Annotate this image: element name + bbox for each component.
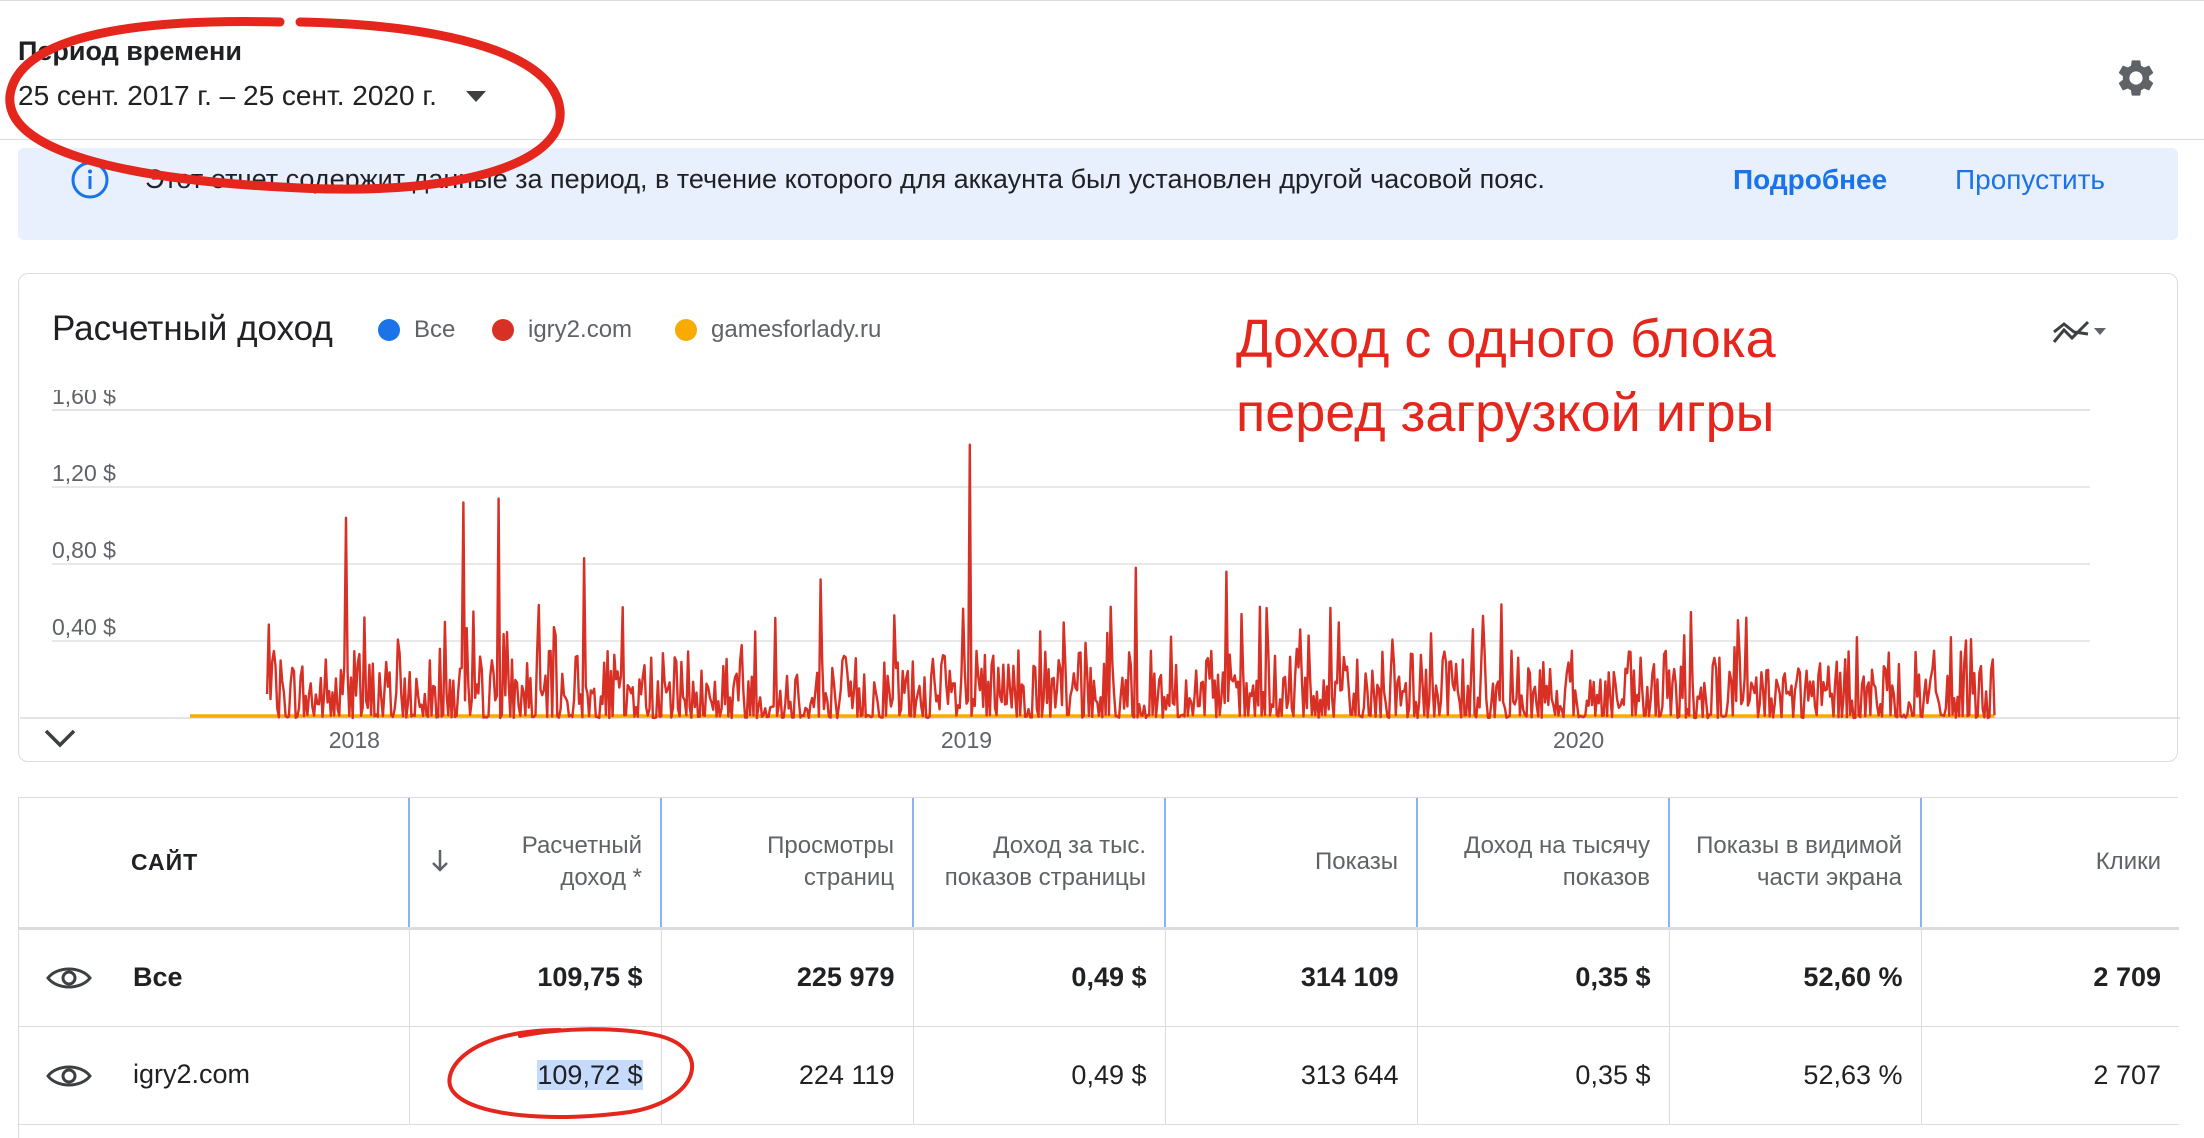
top-bar bbox=[0, 0, 2204, 140]
col-header-clicks[interactable]: Клики bbox=[1920, 798, 2179, 930]
table-row[interactable]: igry2.com 109,72 $ 224 119 0,49 $ 313 64… bbox=[19, 1026, 2179, 1125]
chart-title: Расчетный доход bbox=[52, 309, 333, 348]
pageviews-cell: 224 119 bbox=[660, 1026, 913, 1125]
col-header-impressions[interactable]: Показы bbox=[1164, 798, 1417, 930]
clicks-cell: 2 709 bbox=[1920, 928, 2179, 1027]
period-label: Период времени bbox=[18, 36, 242, 66]
learn-more-link[interactable]: Подробнее bbox=[1733, 164, 1888, 195]
x-tick-label: 2018 bbox=[329, 727, 380, 753]
gear-icon[interactable] bbox=[2114, 56, 2158, 100]
y-tick-label: 1,60 $ bbox=[52, 390, 116, 409]
impressions-cell: 314 109 bbox=[1164, 928, 1417, 1027]
col-header-rpm[interactable]: Доход на тысячу показов bbox=[1416, 798, 1669, 930]
site-name: Все bbox=[133, 961, 183, 992]
sort-arrow-down-icon bbox=[432, 850, 448, 873]
pageviews-cell: 225 979 bbox=[660, 928, 913, 1027]
col-header-site[interactable]: САЙТ bbox=[19, 798, 409, 930]
col-header-revenue[interactable]: Расчетный доход * bbox=[408, 798, 661, 930]
col-header-viewability[interactable]: Показы в видимой части экрана bbox=[1668, 798, 1921, 930]
legend-dot bbox=[378, 319, 400, 341]
legend-label: igry2.com bbox=[528, 316, 633, 343]
revenue-line-chart: 0,40 $ 0,80 $ 1,20 $ 1,60 $ 2018 2019 2020 bbox=[20, 390, 2180, 753]
info-icon bbox=[71, 161, 109, 199]
legend-item-all[interactable]: Все bbox=[378, 316, 455, 344]
series-line-igry2 bbox=[265, 443, 1996, 720]
impressions-cell: 313 644 bbox=[1164, 1026, 1417, 1125]
site-cell: igry2.com bbox=[19, 1026, 409, 1125]
annotation-line-2: перед загрузкой игры bbox=[1236, 383, 1775, 443]
viewability-cell: 52,63 % bbox=[1668, 1026, 1921, 1125]
x-tick-label: 2020 bbox=[1553, 727, 1604, 753]
page-rpm-cell: 0,49 $ bbox=[912, 928, 1165, 1027]
chevron-down-icon[interactable] bbox=[42, 726, 78, 750]
sites-table: САЙТ Расчетный доход * Просмотры страниц… bbox=[18, 797, 2179, 1138]
annotation-line-1: Доход с одного блока bbox=[1236, 309, 1776, 369]
legend-item-igry2[interactable]: igry2.com bbox=[492, 316, 632, 344]
banner-message: Этот отчет содержит данные за период, в … bbox=[145, 164, 1545, 194]
legend-label: gamesforlady.ru bbox=[711, 316, 882, 343]
legend-item-gamesforlady[interactable]: gamesforlady.ru bbox=[675, 316, 881, 344]
highlighted-revenue: 109,72 $ bbox=[537, 1059, 643, 1090]
period-dropdown[interactable]: 25 сент. 2017 г. – 25 сент. 2020 г. bbox=[18, 80, 437, 111]
y-tick-label: 0,40 $ bbox=[52, 614, 116, 640]
table-header-row: САЙТ Расчетный доход * Просмотры страниц… bbox=[19, 798, 2179, 930]
skip-link[interactable]: Пропустить bbox=[1955, 164, 2105, 195]
rpm-cell: 0,35 $ bbox=[1416, 928, 1669, 1027]
x-tick-label: 2019 bbox=[941, 727, 992, 753]
legend-label: Все bbox=[414, 316, 456, 343]
eye-icon[interactable] bbox=[45, 1061, 93, 1091]
y-tick-label: 1,20 $ bbox=[52, 460, 116, 486]
viewability-cell: 52,60 % bbox=[1668, 928, 1921, 1027]
site-cell: Все bbox=[19, 928, 409, 1027]
rpm-cell: 0,35 $ bbox=[1416, 1026, 1669, 1125]
y-tick-label: 0,80 $ bbox=[52, 537, 116, 563]
col-header-pageviews[interactable]: Просмотры страниц bbox=[660, 798, 913, 930]
site-name: igry2.com bbox=[133, 1059, 251, 1090]
legend-dot bbox=[492, 319, 514, 341]
col-header-label: Расчетный доход * bbox=[521, 832, 642, 892]
page-rpm-cell: 0,49 $ bbox=[912, 1026, 1165, 1125]
eye-icon[interactable] bbox=[45, 963, 93, 993]
revenue-cell: 109,75 $ bbox=[408, 928, 661, 1027]
clicks-cell: 2 707 bbox=[1920, 1026, 2179, 1125]
col-header-page-rpm[interactable]: Доход за тыс. показов страницы bbox=[912, 798, 1165, 930]
chart-type-icon[interactable] bbox=[2050, 314, 2110, 350]
table-row[interactable]: Все 109,75 $ 225 979 0,49 $ 314 109 0,35… bbox=[19, 928, 2179, 1027]
red-annotation: Доход с одного блока перед загрузкой игр… bbox=[1236, 302, 1776, 450]
revenue-cell: 109,72 $ bbox=[408, 1026, 661, 1125]
legend-dot bbox=[675, 319, 697, 341]
caret-down-icon[interactable] bbox=[466, 91, 486, 102]
